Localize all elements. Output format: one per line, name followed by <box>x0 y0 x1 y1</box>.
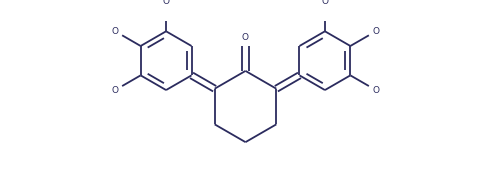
Text: O: O <box>372 86 380 94</box>
Text: O: O <box>111 27 119 36</box>
Text: O: O <box>111 86 119 94</box>
Text: O: O <box>322 0 328 6</box>
Text: O: O <box>163 0 169 6</box>
Text: O: O <box>242 33 249 42</box>
Text: O: O <box>372 27 380 36</box>
